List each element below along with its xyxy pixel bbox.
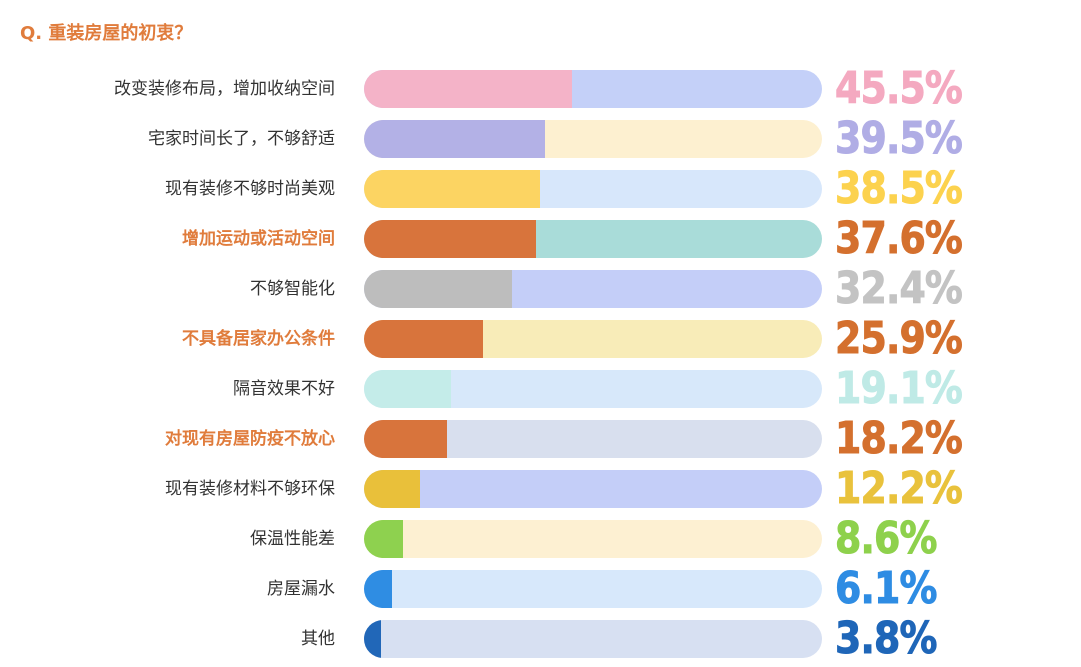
category-label: 保温性能差 — [250, 529, 335, 549]
bar-track — [364, 570, 822, 608]
category-label: 宅家时间长了，不够舒适 — [148, 129, 335, 149]
bar — [364, 120, 545, 158]
bar — [364, 620, 382, 658]
bar — [364, 170, 541, 208]
value-label: 45.5% — [835, 63, 964, 114]
category-label: 增加运动或活动空间 — [182, 229, 335, 249]
value-label: 32.4% — [835, 263, 964, 314]
bar-track — [364, 270, 822, 308]
bar — [364, 70, 573, 108]
bar-track — [364, 620, 822, 658]
category-label: 其他 — [301, 629, 335, 649]
bar-track — [364, 370, 822, 408]
bar-track — [364, 420, 822, 458]
bar-track — [364, 170, 822, 208]
value-label: 12.2% — [835, 463, 964, 514]
bar — [364, 370, 452, 408]
value-label: 25.9% — [835, 313, 964, 364]
chart-title: Q. 重装房屋的初衷？ — [20, 23, 193, 44]
category-label: 现有装修不够时尚美观 — [165, 179, 335, 199]
category-label: 对现有房屋防疫不放心 — [165, 429, 335, 449]
bar — [364, 570, 392, 608]
bar-track — [364, 520, 822, 558]
value-label: 19.1% — [835, 363, 964, 414]
category-label: 改变装修布局，增加收纳空间 — [114, 79, 335, 99]
value-label: 8.6% — [835, 513, 938, 564]
category-label: 隔音效果不好 — [233, 379, 335, 399]
category-label: 不具备居家办公条件 — [182, 329, 335, 349]
value-label: 18.2% — [835, 413, 964, 464]
value-label: 39.5% — [835, 113, 964, 164]
category-label: 不够智能化 — [250, 279, 335, 299]
value-label: 37.6% — [835, 213, 964, 264]
bar-track — [364, 220, 822, 258]
bar — [364, 220, 537, 258]
bar — [364, 320, 483, 358]
bar — [364, 470, 420, 508]
bar-track — [364, 470, 822, 508]
value-label: 3.8% — [835, 613, 938, 664]
bar-track — [364, 320, 822, 358]
bar-track — [364, 70, 822, 108]
value-label: 38.5% — [835, 163, 964, 214]
category-label: 房屋漏水 — [267, 579, 335, 599]
bar — [364, 420, 448, 458]
bar — [364, 270, 513, 308]
bar-track — [364, 120, 822, 158]
value-label: 6.1% — [835, 563, 938, 614]
category-label: 现有装修材料不够环保 — [165, 479, 335, 499]
bar — [364, 520, 404, 558]
